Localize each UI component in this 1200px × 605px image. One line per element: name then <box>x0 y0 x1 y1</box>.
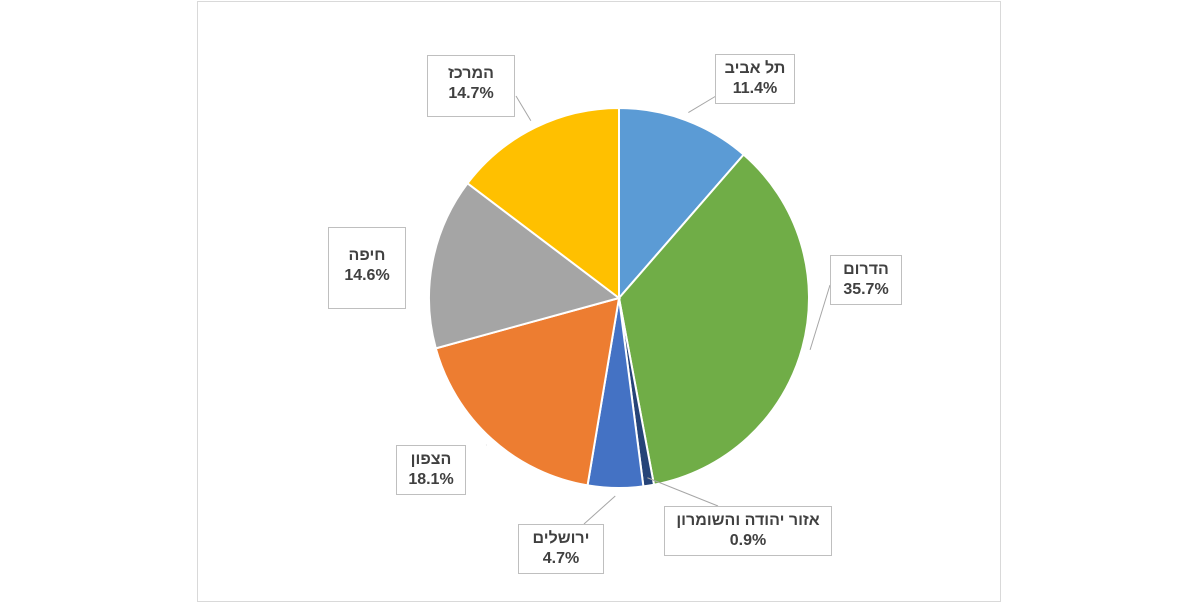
label-north-value: 18.1% <box>408 471 454 488</box>
leader-line-jerusalem <box>583 495 616 525</box>
label-tel-aviv-name: תל אביב <box>724 60 786 77</box>
label-tel-aviv: תל אביב 11.4% <box>715 54 795 104</box>
label-north-name: הצפון <box>410 451 452 468</box>
label-haifa-name: חיפה <box>348 247 386 264</box>
leader-line-south <box>809 284 831 351</box>
chart-area: תל אביב 11.4% הדרום 35.7% אזור יהודה והש… <box>197 1 1001 602</box>
label-south-value: 35.7% <box>843 281 889 298</box>
leader-line-center <box>515 95 532 121</box>
label-center: המרכז 14.7% <box>427 55 515 117</box>
label-south: הדרום 35.7% <box>830 255 902 305</box>
label-south-name: הדרום <box>843 261 889 278</box>
label-judea-samaria-value: 0.9% <box>729 532 767 549</box>
label-jerusalem-value: 4.7% <box>542 550 580 567</box>
label-north: הצפון 18.1% <box>396 445 466 495</box>
pie-slice-tel-aviv <box>618 106 746 301</box>
label-tel-aviv-value: 11.4% <box>732 80 778 97</box>
leader-line-tel-aviv <box>688 95 717 113</box>
pie-slice-north <box>434 296 621 487</box>
label-haifa: חיפה 14.6% <box>328 227 406 309</box>
pie-slice-haifa <box>428 181 622 350</box>
pie-slice-south <box>617 153 810 486</box>
label-judea-samaria-name: אזור יהודה והשומרון <box>676 512 820 529</box>
leader-line-judea-samaria <box>647 477 719 507</box>
label-haifa-value: 14.6% <box>344 267 390 284</box>
pie-chart <box>428 95 831 525</box>
pie-slice-center <box>466 106 620 301</box>
label-jerusalem-name: ירושלים <box>532 530 590 547</box>
label-center-value: 14.7% <box>448 85 494 102</box>
label-judea-samaria: אזור יהודה והשומרון 0.9% <box>664 506 832 556</box>
label-center-name: המרכז <box>448 65 494 82</box>
label-jerusalem: ירושלים 4.7% <box>518 524 604 574</box>
